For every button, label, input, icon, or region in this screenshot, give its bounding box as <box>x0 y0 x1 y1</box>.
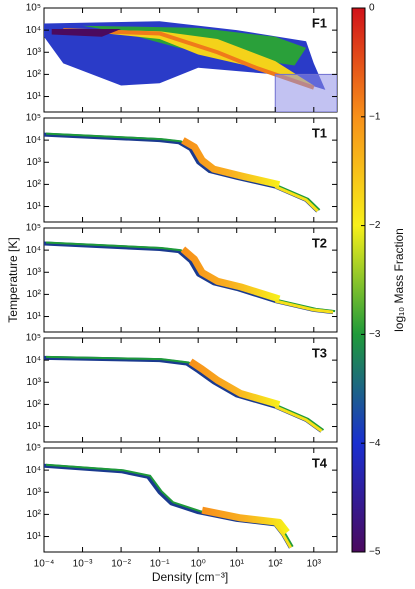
y-tick-label: 10¹ <box>27 421 42 432</box>
y-tick-label: 10³ <box>27 377 42 388</box>
y-tick-label: 10⁵ <box>26 443 41 454</box>
y-tick-label: 10⁵ <box>26 113 41 124</box>
panel: T4 10¹ 10² 10³ 10⁴ 10⁵ 10⁻⁴ 10⁻³ 10⁻² 10⁻¹ 10⁰ 10¹ 1… <box>26 443 338 570</box>
panel: T3 10¹ 10² 10³ 10⁴ 10⁵ <box>26 333 338 443</box>
distribution <box>44 132 321 213</box>
colorbar-tick-label: −4 <box>369 438 381 449</box>
y-tick-label: 10⁴ <box>26 465 41 476</box>
y-tick-label: 10³ <box>27 47 42 58</box>
y-tick-label: 10² <box>27 69 42 80</box>
panel: T1 10¹ 10² 10³ 10⁴ 10⁵ <box>26 113 338 223</box>
y-tick-label: 10¹ <box>27 91 42 102</box>
panel-title: F1 <box>312 15 327 30</box>
panel-frame <box>43 117 338 223</box>
x-tick-label: 10¹ <box>229 559 244 570</box>
x-tick-label: 10⁻³ <box>73 559 93 570</box>
phase-yellow <box>63 29 314 86</box>
x-tick-label: 10² <box>268 559 283 570</box>
panel-title: T4 <box>312 455 328 470</box>
panel-frame <box>43 447 338 553</box>
y-tick-label: 10⁴ <box>26 135 41 146</box>
phase-tail <box>274 405 323 433</box>
y-tick-label: 10¹ <box>27 201 42 212</box>
panel-title: T1 <box>312 125 327 140</box>
colorbar-label: log₁₀ Mass Fraction <box>392 228 406 332</box>
phase-band <box>180 246 281 303</box>
x-tick-label: 10³ <box>307 559 322 570</box>
y-tick-label: 10² <box>27 289 42 300</box>
panel-title: T3 <box>312 345 327 360</box>
phase-band <box>181 137 281 189</box>
x-tick-label: 10⁻² <box>111 559 131 570</box>
y-tick-label: 10² <box>27 179 42 190</box>
y-tick-label: 10⁴ <box>26 25 41 36</box>
colorbar-tick-label: −3 <box>369 329 381 340</box>
x-axis-label: Density [cm⁻³] <box>152 570 228 584</box>
phase-cold <box>51 29 122 37</box>
y-axis-label: Temperature [K] <box>6 237 20 322</box>
x-tick-label: 10⁰ <box>191 559 206 570</box>
y-tick-label: 10² <box>27 509 42 520</box>
panel: T2 10¹ 10² 10³ 10⁴ 10⁵ <box>26 223 338 333</box>
colorbar-tick-label: −1 <box>369 111 381 122</box>
y-tick-label: 10¹ <box>27 311 42 322</box>
phase-tail <box>274 523 292 549</box>
y-tick-label: 10³ <box>27 157 42 168</box>
y-tick-label: 10³ <box>27 487 42 498</box>
distribution <box>44 355 325 433</box>
y-tick-label: 10² <box>27 399 42 410</box>
panel: F1 10¹ 10² 10³ 10⁴ 10⁵ <box>26 3 338 113</box>
phase-band <box>188 358 281 408</box>
y-tick-label: 10⁵ <box>26 223 41 234</box>
phase-tail <box>274 185 319 213</box>
y-tick-label: 10¹ <box>27 531 42 542</box>
colorbar-tick-label: −2 <box>369 220 381 231</box>
colorbar <box>351 7 366 553</box>
y-tick-label: 10³ <box>27 267 42 278</box>
distribution <box>44 463 294 549</box>
distribution <box>44 241 336 315</box>
y-tick-label: 10⁴ <box>26 245 41 256</box>
distribution <box>44 21 337 112</box>
y-tick-label: 10⁵ <box>26 333 41 344</box>
x-tick-label: 10⁻⁴ <box>34 559 55 570</box>
selection-box <box>274 73 337 112</box>
phase-tail <box>274 299 334 314</box>
x-tick-label: 10⁻¹ <box>150 559 170 570</box>
y-tick-label: 10⁵ <box>26 3 41 14</box>
panel-frame <box>43 337 338 443</box>
phase-band <box>201 506 290 535</box>
colorbar-tick-label: −5 <box>369 547 381 558</box>
colorbar-tick-label: 0 <box>369 3 375 14</box>
y-tick-label: 10⁴ <box>26 355 41 366</box>
panel-title: T2 <box>312 235 327 250</box>
